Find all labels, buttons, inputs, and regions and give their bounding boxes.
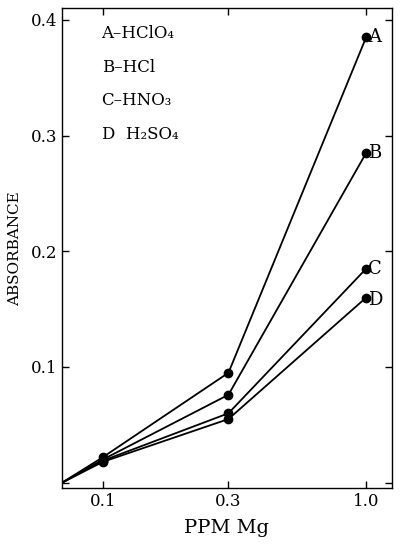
X-axis label: PPM Mg: PPM Mg <box>184 519 269 537</box>
Text: D: D <box>368 291 383 309</box>
Y-axis label: ABSORBANCE: ABSORBANCE <box>8 191 22 306</box>
Text: A: A <box>368 28 382 46</box>
Text: C: C <box>368 259 382 277</box>
Text: C–HNO₃: C–HNO₃ <box>102 92 172 110</box>
Text: A–HClO₄: A–HClO₄ <box>102 25 174 42</box>
Text: B: B <box>368 144 382 162</box>
Text: D  H₂SO₄: D H₂SO₄ <box>102 126 178 143</box>
Text: B–HCl: B–HCl <box>102 59 155 76</box>
